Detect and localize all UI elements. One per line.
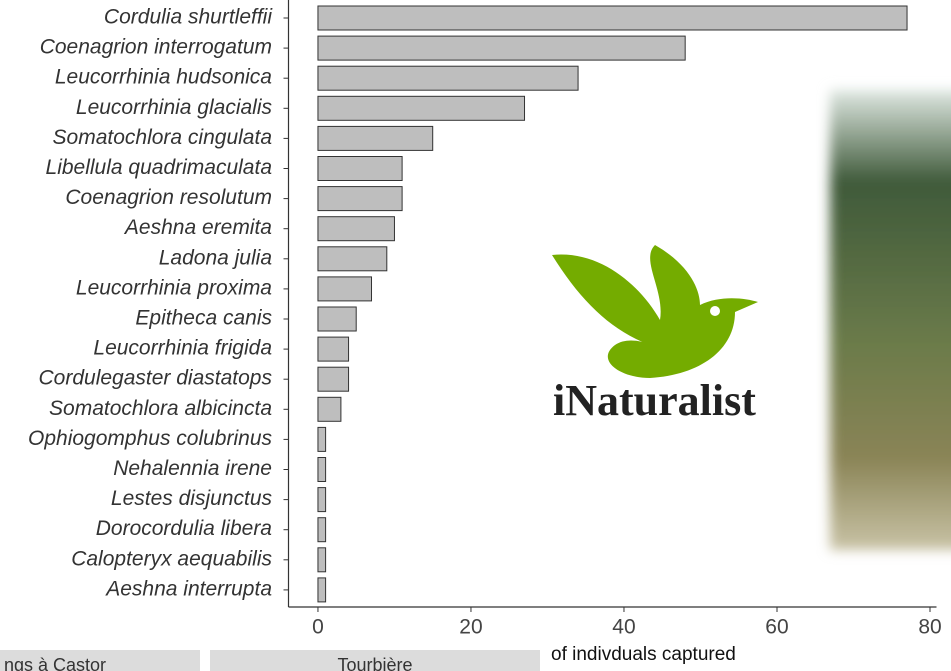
tab-label[interactable]: Tourbière — [337, 655, 412, 671]
bar — [317, 65, 579, 91]
bar — [317, 186, 403, 212]
y-tick-label: Cordulegaster diastatops — [39, 367, 273, 390]
bar — [317, 366, 350, 392]
x-tick-label: 60 — [765, 616, 788, 639]
x-tick-label: 40 — [612, 616, 635, 639]
y-tick-label: Ladona julia — [159, 246, 272, 269]
tab[interactable] — [210, 650, 540, 671]
y-tick-label: Aeshna interrupta — [104, 577, 272, 600]
bar — [317, 125, 434, 151]
y-tick-label: Somatochlora albicincta — [49, 397, 272, 420]
bar — [317, 35, 686, 61]
x-tick-label: 0 — [312, 616, 324, 639]
logo-text: iNaturalist — [553, 376, 756, 425]
y-tick-label: Calopteryx aequabilis — [71, 547, 272, 570]
bar — [317, 156, 403, 181]
tab-label[interactable]: ngs à Castor — [4, 655, 106, 671]
tab[interactable] — [0, 650, 200, 671]
y-tick-label: Leucorrhinia glacialis — [76, 96, 273, 119]
y-tick-label: Ophiogomphus colubrinus — [28, 427, 272, 450]
y-tick-label: Libellula quadrimaculata — [46, 156, 272, 179]
y-tick-label: Somatochlora cingulata — [53, 126, 272, 149]
y-tick-label: Dorocordulia libera — [96, 517, 272, 540]
bar — [317, 276, 373, 302]
y-tick-label: Epitheca canis — [135, 307, 272, 330]
bar — [317, 5, 908, 31]
bar — [317, 216, 395, 242]
y-tick-label: Nehalennia irene — [113, 457, 272, 480]
bar — [317, 426, 327, 452]
x-tick-label: 80 — [918, 616, 941, 639]
y-tick-label: Coenagrion interrogatum — [40, 36, 272, 59]
background-photo — [830, 90, 951, 550]
x-tick-label: 20 — [459, 616, 482, 639]
y-tick-label: Leucorrhinia proxima — [76, 276, 272, 299]
y-tick-label: Aeshna eremita — [123, 216, 272, 239]
bar — [317, 517, 327, 543]
x-axis-title: of indivduals captured — [551, 644, 736, 665]
bar — [317, 95, 526, 121]
bar — [317, 306, 357, 332]
bar — [317, 547, 327, 573]
bar — [317, 336, 350, 362]
y-tick-label: Leucorrhinia frigida — [93, 337, 272, 360]
bar — [317, 396, 342, 422]
y-tick-label: Coenagrion resolutum — [65, 186, 272, 209]
y-tick-label: Leucorrhinia hudsonica — [55, 66, 272, 89]
bar — [317, 457, 327, 482]
y-tick-label: Cordulia shurtleffii — [104, 6, 273, 29]
inaturalist-logo: iNaturalist — [552, 245, 758, 425]
bar — [317, 577, 327, 603]
bar — [317, 487, 327, 513]
bar — [317, 246, 388, 272]
y-tick-label: Lestes disjunctus — [111, 487, 273, 510]
